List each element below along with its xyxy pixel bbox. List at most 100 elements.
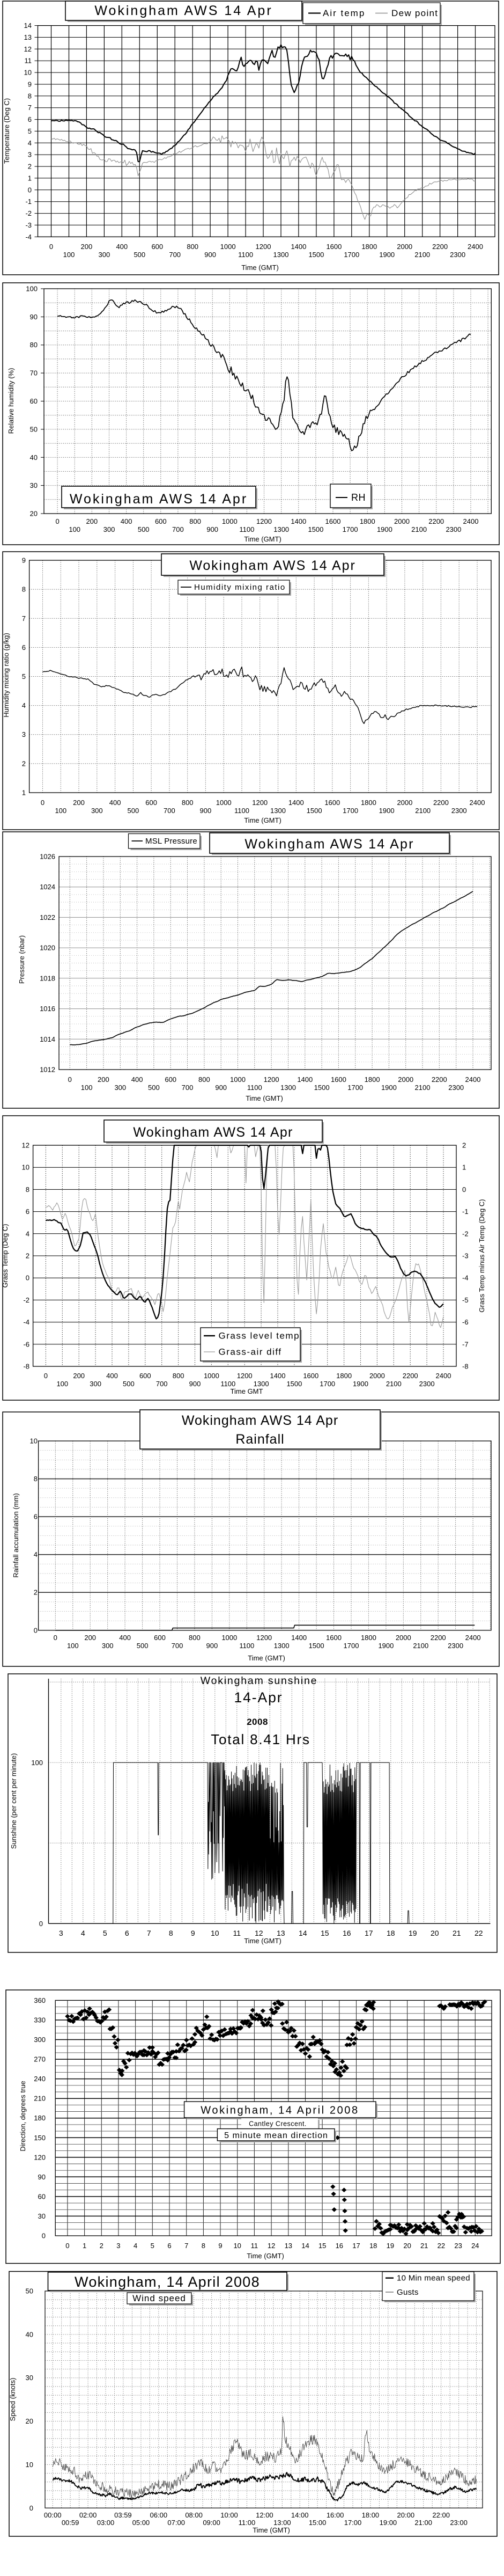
svg-text:1400: 1400 [297,1075,313,1084]
svg-text:6: 6 [34,1513,38,1521]
svg-text:6: 6 [167,2242,171,2250]
svg-text:300: 300 [114,1084,126,1092]
svg-text:2100: 2100 [414,251,430,259]
svg-text:1000: 1000 [216,799,232,807]
svg-text:Relative humidity (%): Relative humidity (%) [7,368,15,434]
svg-text:2: 2 [462,1141,466,1150]
svg-text:14: 14 [299,1929,307,1937]
svg-text:2300: 2300 [450,251,465,259]
svg-text:1600: 1600 [326,243,342,251]
svg-text:400: 400 [106,1372,118,1380]
svg-text:400: 400 [109,799,121,807]
svg-text:13:00: 13:00 [273,2519,291,2527]
svg-text:800: 800 [173,1372,184,1380]
svg-text:500: 500 [128,807,139,815]
svg-text:Time (GMT): Time (GMT) [244,816,281,824]
svg-text:1: 1 [28,174,32,182]
svg-text:Wokingham AWS 14 Apr: Wokingham AWS 14 Apr [94,3,272,18]
svg-text:700: 700 [172,1642,183,1650]
svg-text:3: 3 [22,730,26,738]
svg-text:1000: 1000 [221,1634,237,1642]
svg-text:10: 10 [30,1437,38,1445]
svg-text:22: 22 [475,1929,483,1937]
svg-text:6: 6 [26,1208,29,1216]
svg-text:1600: 1600 [326,1634,342,1642]
svg-text:270: 270 [34,2055,46,2063]
svg-text:06:00: 06:00 [150,2511,168,2519]
svg-text:500: 500 [138,525,150,533]
svg-text:800: 800 [198,1075,210,1084]
svg-text:21: 21 [420,2242,428,2250]
svg-text:-7: -7 [462,1340,469,1348]
svg-text:1500: 1500 [307,807,322,815]
svg-text:2300: 2300 [448,1642,463,1650]
svg-text:22:00: 22:00 [432,2511,450,2519]
svg-text:1100: 1100 [238,251,253,259]
svg-text:2200: 2200 [428,517,444,525]
svg-text:800: 800 [187,243,198,251]
svg-text:10 Min mean speed: 10 Min mean speed [397,2274,470,2283]
svg-text:Time (GMT): Time (GMT) [244,535,281,543]
svg-text:2300: 2300 [448,1084,464,1092]
svg-text:Humidity mixing ratio: Humidity mixing ratio [194,583,286,592]
svg-text:1018: 1018 [40,974,55,982]
svg-text:200: 200 [86,517,98,525]
svg-text:4: 4 [81,1929,85,1937]
svg-text:2100: 2100 [386,1380,402,1388]
svg-text:Total 8.41 Hrs: Total 8.41 Hrs [211,1731,310,1747]
svg-text:10: 10 [24,69,32,77]
svg-text:600: 600 [154,1634,166,1642]
svg-text:14:00: 14:00 [291,2511,309,2519]
svg-text:Time (GMT): Time (GMT) [248,1654,285,1662]
svg-text:15: 15 [318,2242,326,2250]
svg-text:11: 11 [233,1929,241,1937]
svg-text:2000: 2000 [397,799,412,807]
svg-text:240: 240 [34,2075,46,2083]
svg-text:700: 700 [156,1380,168,1388]
svg-text:300: 300 [102,1642,114,1650]
svg-text:Gusts: Gusts [397,2288,419,2297]
svg-text:1500: 1500 [309,1642,324,1650]
svg-text:12: 12 [22,1141,29,1150]
svg-text:Rainfall: Rainfall [235,1432,284,1447]
svg-text:2400: 2400 [470,799,485,807]
svg-text:Temperature (Deg C): Temperature (Deg C) [3,98,11,164]
svg-text:600: 600 [155,517,167,525]
svg-text:60: 60 [30,397,38,405]
svg-text:1700: 1700 [347,1084,363,1092]
svg-text:18:00: 18:00 [362,2511,380,2519]
svg-text:Wokingham AWS 14 Apr: Wokingham AWS 14 Apr [244,837,414,852]
svg-text:1200: 1200 [256,517,272,525]
svg-text:-4: -4 [462,1274,469,1282]
svg-text:03:59: 03:59 [114,2511,132,2519]
svg-text:200: 200 [73,1372,85,1380]
svg-text:6: 6 [28,115,32,123]
svg-text:17: 17 [352,2242,360,2250]
svg-text:1022: 1022 [40,913,55,921]
svg-text:2400: 2400 [468,243,483,251]
svg-text:05:00: 05:00 [132,2519,150,2527]
svg-text:1000: 1000 [204,1372,219,1380]
svg-text:30: 30 [30,481,38,489]
svg-text:1300: 1300 [273,251,289,259]
svg-text:20: 20 [30,510,38,518]
svg-text:16: 16 [336,2242,343,2250]
svg-text:1200: 1200 [252,799,268,807]
svg-text:1016: 1016 [40,1005,55,1013]
svg-text:0: 0 [65,2242,69,2250]
svg-text:11: 11 [25,57,32,65]
svg-text:900: 900 [215,1084,227,1092]
svg-text:-6: -6 [462,1318,469,1326]
svg-text:-1: -1 [462,1208,469,1216]
svg-text:1200: 1200 [256,243,271,251]
svg-text:14: 14 [24,21,32,30]
svg-text:1800: 1800 [361,243,377,251]
svg-text:0: 0 [39,1920,43,1928]
svg-text:6: 6 [125,1929,129,1937]
svg-text:13: 13 [277,1929,285,1937]
svg-text:600: 600 [145,799,157,807]
svg-text:23: 23 [454,2242,462,2250]
svg-text:02:00: 02:00 [79,2511,97,2519]
svg-text:10:00: 10:00 [220,2511,238,2519]
svg-text:4: 4 [28,139,32,147]
